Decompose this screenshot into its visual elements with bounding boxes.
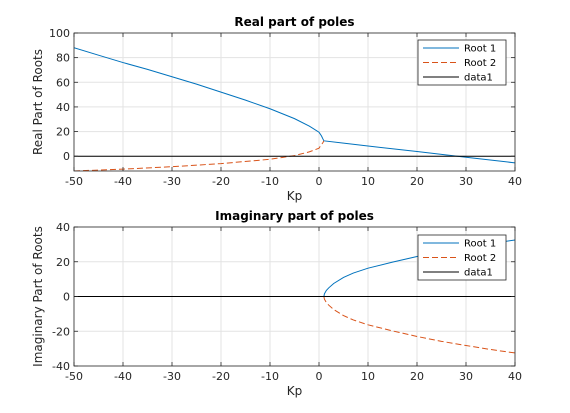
axes-frame	[73, 32, 516, 172]
x-tick-label: -40	[114, 370, 132, 383]
x-tick-label: -30	[163, 370, 181, 383]
chart-2: -50 -40 -30 -20 -10 0 10 20 30 40-40-2002040Imagi…	[31, 209, 522, 398]
x-tick-label: -50	[65, 370, 83, 383]
y-tick-label: 20	[56, 126, 70, 139]
series-line-root-2	[74, 140, 325, 171]
legend-entry: data1	[464, 73, 493, 84]
x-tick-label: -10	[261, 175, 279, 188]
legend-entry: Root 2	[464, 253, 496, 264]
y-axis-label: Imaginary Part of Roots	[31, 226, 45, 367]
x-tick-label: -10	[261, 370, 279, 383]
x-tick-label: 10	[361, 175, 375, 188]
x-axis-label: Kp	[287, 384, 303, 398]
x-tick-label: 40	[508, 370, 522, 383]
x-tick-label: 0	[316, 370, 323, 383]
x-tick-label: 30	[459, 370, 473, 383]
x-tick-label: 30	[459, 175, 473, 188]
x-tick-label: -30	[163, 175, 181, 188]
legend: Root 1 Root 2 data1	[417, 39, 507, 86]
y-tick-label: 80	[56, 52, 70, 65]
y-tick-label: 0	[63, 291, 70, 304]
chart-title: Real part of poles	[234, 15, 354, 29]
x-axis-label: Kp	[287, 189, 303, 203]
series-line-root-2	[323, 296, 515, 354]
y-tick-label: 40	[56, 221, 70, 234]
series-line-root-1	[74, 47, 515, 164]
legend-entry: Root 1	[464, 239, 496, 250]
x-tick-label: 40	[508, 175, 522, 188]
x-tick-label: -20	[212, 370, 230, 383]
y-tick-label: 40	[56, 101, 70, 114]
x-tick-label: -20	[212, 175, 230, 188]
y-tick-label: 100	[49, 27, 70, 40]
chart-1: -50 -40 -30 -20 -10 0 10 20 30 40 0 20 40 60 80 100 Real…	[31, 15, 522, 203]
legend-entry: data1	[464, 268, 493, 279]
y-tick-label: 20	[56, 256, 70, 269]
y-tick-label: -20	[52, 325, 70, 338]
chart-title: Imaginary part of poles	[215, 209, 374, 223]
legend-entry: Root 1	[464, 44, 496, 55]
y-axis-label: Real Part of Roots	[31, 49, 45, 155]
x-tick-label: 10	[361, 370, 375, 383]
x-tick-label: 20	[410, 370, 424, 383]
y-tick-label: -40	[52, 360, 70, 373]
x-tick-label: -50	[65, 175, 83, 188]
x-tick-label: 20	[410, 175, 424, 188]
y-tick-label: 0	[63, 150, 70, 163]
legend: Root 1 Root 2 data1	[417, 234, 507, 281]
y-tick-label: 60	[56, 76, 70, 89]
x-tick-label: 0	[316, 175, 323, 188]
legend-entry: Root 2	[464, 58, 496, 69]
x-tick-label: -40	[114, 175, 132, 188]
